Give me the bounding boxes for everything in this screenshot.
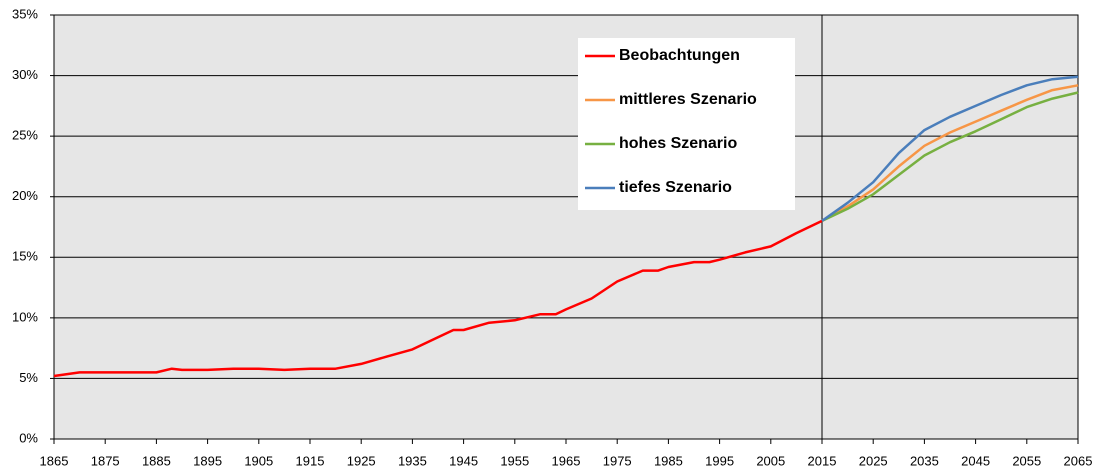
y-tick-label: 15% bbox=[12, 249, 38, 264]
x-tick-label: 1925 bbox=[347, 453, 376, 468]
x-tick-label: 1895 bbox=[193, 453, 222, 468]
x-tick-label: 1965 bbox=[552, 453, 581, 468]
y-tick-label: 35% bbox=[12, 6, 38, 21]
y-tick-label: 25% bbox=[12, 128, 38, 143]
line-series bbox=[821, 84, 1079, 222]
x-tick-label: 2065 bbox=[1064, 453, 1093, 468]
x-tick-label: 1905 bbox=[244, 453, 273, 468]
x-tick-label: 1945 bbox=[449, 453, 478, 468]
x-tick-label: 1985 bbox=[654, 453, 683, 468]
y-tick-label: 5% bbox=[19, 370, 38, 385]
x-tick-label: 2045 bbox=[961, 453, 990, 468]
x-tick-label: 1995 bbox=[705, 453, 734, 468]
x-tick-label: 2015 bbox=[808, 453, 837, 468]
plot-area bbox=[53, 14, 1079, 440]
x-tick-label: 1875 bbox=[91, 453, 120, 468]
line-series bbox=[821, 75, 1079, 222]
x-tick-label: 1915 bbox=[296, 453, 325, 468]
x-tick-label: 1885 bbox=[142, 453, 171, 468]
legend-label: tiefes Szenario bbox=[619, 179, 732, 196]
x-tick-label: 1955 bbox=[500, 453, 529, 468]
legend-label: hohes Szenario bbox=[619, 135, 737, 152]
y-tick-label: 30% bbox=[12, 67, 38, 82]
y-tick-label: 20% bbox=[12, 188, 38, 203]
legend-label: mittleres Szenario bbox=[619, 91, 757, 108]
x-tick-label: 1935 bbox=[398, 453, 427, 468]
legend-label: Beobachtungen bbox=[619, 47, 740, 64]
legend-box bbox=[578, 38, 795, 210]
x-tick-label: 2005 bbox=[756, 453, 785, 468]
y-tick-label: 0% bbox=[19, 430, 38, 445]
x-tick-label: 2025 bbox=[859, 453, 888, 468]
x-tick-label: 1865 bbox=[40, 453, 69, 468]
x-tick-label: 2035 bbox=[910, 453, 939, 468]
y-tick-label: 10% bbox=[12, 309, 38, 324]
x-tick-label: 1975 bbox=[603, 453, 632, 468]
line-series bbox=[821, 91, 1079, 223]
x-tick-label: 2055 bbox=[1012, 453, 1041, 468]
line-series bbox=[53, 219, 823, 378]
